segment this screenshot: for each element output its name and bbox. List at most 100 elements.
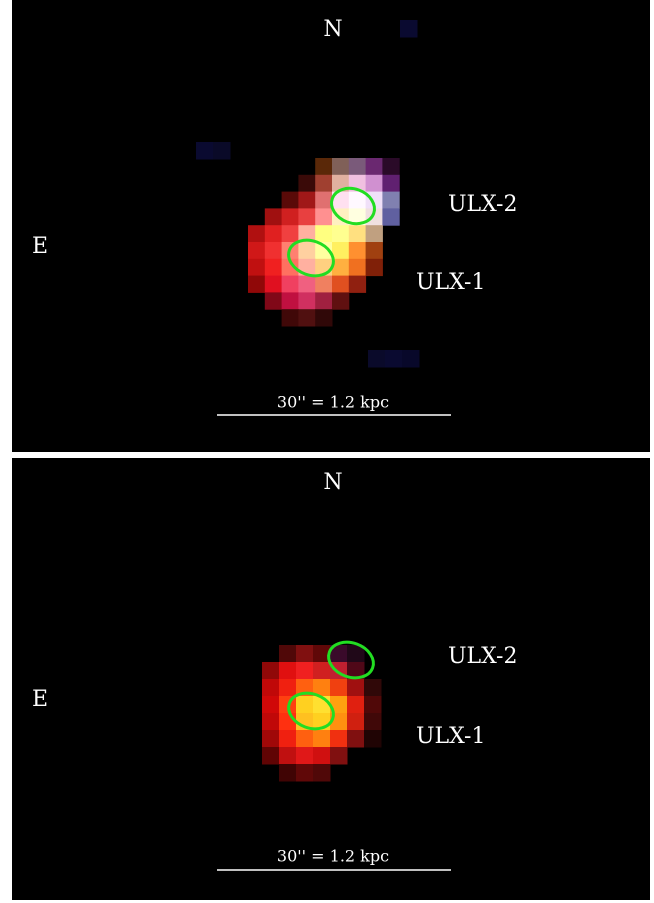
pixel bbox=[315, 208, 332, 225]
scale-label: 30'' = 1.2 kpc bbox=[277, 393, 389, 412]
pixel bbox=[402, 350, 420, 368]
pixel bbox=[366, 175, 383, 192]
pixel bbox=[265, 276, 282, 293]
pixel bbox=[282, 276, 299, 293]
pixel bbox=[296, 645, 314, 663]
pixel bbox=[347, 730, 365, 748]
pixel bbox=[262, 696, 280, 714]
pixel bbox=[248, 259, 265, 276]
pixel bbox=[265, 242, 282, 259]
pixel bbox=[265, 259, 282, 276]
pixel bbox=[332, 225, 349, 242]
pixel bbox=[282, 225, 299, 242]
pixel bbox=[282, 192, 299, 209]
pixel bbox=[248, 242, 265, 259]
pixel bbox=[349, 192, 366, 209]
pixel bbox=[364, 696, 382, 714]
east-label: E bbox=[32, 234, 48, 259]
pixel bbox=[282, 309, 299, 326]
pixel bbox=[262, 679, 280, 697]
pixel bbox=[248, 225, 265, 242]
pixel bbox=[332, 242, 349, 259]
pixel bbox=[382, 192, 399, 209]
pixel bbox=[330, 679, 348, 697]
pixel bbox=[366, 259, 383, 276]
pixel bbox=[262, 730, 280, 748]
pixel bbox=[366, 242, 383, 259]
pixel bbox=[265, 208, 282, 225]
pixel bbox=[298, 175, 315, 192]
pixel bbox=[279, 679, 297, 697]
pixel bbox=[347, 679, 365, 697]
pixel bbox=[298, 276, 315, 293]
source-label: ULX-1 bbox=[416, 724, 485, 749]
pixel bbox=[262, 662, 280, 680]
pixel bbox=[332, 276, 349, 293]
pixel bbox=[315, 192, 332, 209]
source-label: ULX-1 bbox=[416, 270, 485, 295]
pixel bbox=[296, 662, 314, 680]
pixel bbox=[366, 158, 383, 175]
pixel bbox=[298, 208, 315, 225]
pixel bbox=[382, 208, 399, 225]
pixel bbox=[382, 175, 399, 192]
pixel bbox=[385, 350, 403, 368]
pixel bbox=[262, 713, 280, 731]
pixel bbox=[279, 662, 297, 680]
pixel bbox=[364, 713, 382, 731]
pixel bbox=[349, 242, 366, 259]
pixel bbox=[279, 747, 297, 765]
pixel bbox=[296, 747, 314, 765]
pixel bbox=[315, 276, 332, 293]
pixel bbox=[265, 225, 282, 242]
pixel bbox=[196, 142, 214, 160]
north-label: N bbox=[323, 17, 342, 42]
pixel bbox=[282, 208, 299, 225]
pixel bbox=[349, 225, 366, 242]
pixel bbox=[332, 292, 349, 309]
pixel bbox=[298, 242, 315, 259]
pixel bbox=[298, 309, 315, 326]
pixel bbox=[382, 158, 399, 175]
pixel bbox=[296, 730, 314, 748]
pixel bbox=[282, 292, 299, 309]
figure: N E ULX-2 ULX-1 30'' = 1.2 kpc N E ULX-2… bbox=[0, 0, 654, 903]
pixel bbox=[248, 276, 265, 293]
north-label: N bbox=[323, 470, 342, 495]
pixel bbox=[279, 730, 297, 748]
pixel bbox=[313, 747, 331, 765]
pixel bbox=[368, 350, 386, 368]
pixel bbox=[296, 696, 314, 714]
pixel bbox=[315, 175, 332, 192]
east-label: E bbox=[32, 687, 48, 712]
pixel bbox=[265, 292, 282, 309]
pixel bbox=[315, 225, 332, 242]
pixel bbox=[315, 292, 332, 309]
pixel bbox=[347, 696, 365, 714]
pixel bbox=[349, 158, 366, 175]
pixel bbox=[315, 309, 332, 326]
pixel bbox=[349, 276, 366, 293]
pixel bbox=[313, 662, 331, 680]
pixel bbox=[347, 713, 365, 731]
pixel bbox=[315, 158, 332, 175]
pixel bbox=[366, 225, 383, 242]
pixel bbox=[332, 158, 349, 175]
pixel bbox=[349, 259, 366, 276]
pixel bbox=[262, 747, 280, 765]
pixel bbox=[213, 142, 231, 160]
pixel bbox=[400, 20, 418, 38]
pixel bbox=[298, 192, 315, 209]
source-label: ULX-2 bbox=[448, 644, 517, 669]
source-label: ULX-2 bbox=[448, 192, 517, 217]
pixel bbox=[330, 730, 348, 748]
pixel bbox=[364, 730, 382, 748]
pixel bbox=[330, 747, 348, 765]
page: N E ULX-2 ULX-1 30'' = 1.2 kpc N E ULX-2… bbox=[0, 0, 654, 903]
pixel bbox=[313, 730, 331, 748]
pixel bbox=[296, 764, 314, 782]
pixel bbox=[279, 645, 297, 663]
pixel bbox=[279, 764, 297, 782]
pixel bbox=[364, 679, 382, 697]
pixel bbox=[298, 292, 315, 309]
